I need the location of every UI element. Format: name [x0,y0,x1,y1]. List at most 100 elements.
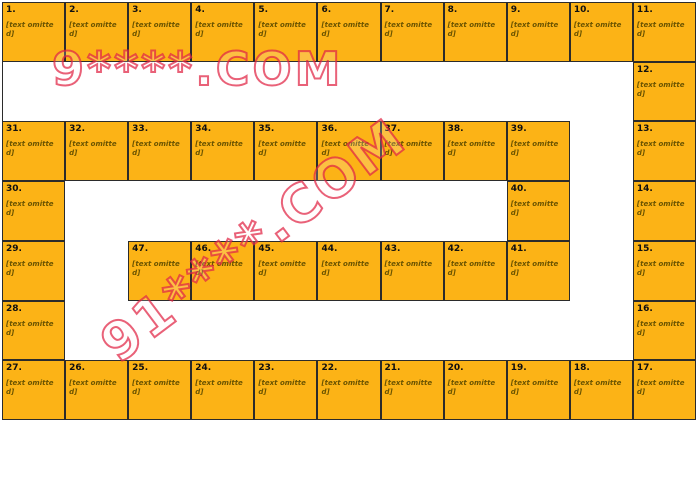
cell-number: 11. [636,5,653,15]
board-cell-14: 14. [text omitted] [632,181,696,241]
cell-number: 35. [258,124,275,135]
empty-cell [381,181,444,241]
board-cell-1: 1. [text omitted] [2,2,66,62]
cell-text-placeholder: [text omitted] [384,379,433,397]
cell-text-placeholder: [text omitted] [636,80,685,98]
cell-text-placeholder: [text omitted] [132,259,180,277]
cell-text-placeholder: [text omitted] [6,319,54,337]
cell-text-placeholder: [text omitted] [6,140,54,158]
game-board: 1. [text omitted] 2. [text omitted] 3. [text … [2,2,696,420]
cell-text-placeholder: [text omitted] [6,21,54,38]
cell-number: 6. [321,5,332,15]
cell-number: 17. [636,363,653,374]
cell-number: 8. [447,5,458,15]
board-cell-39: 39. [text omitted] [506,121,570,182]
empty-cell [381,301,444,361]
board-cell-15: 15. [text omitted] [632,240,696,301]
empty-cell [191,181,254,241]
cell-number: 27. [6,363,22,374]
cell-text-placeholder: [text omitted] [258,21,306,38]
cell-text-placeholder: [text omitted] [636,140,685,158]
empty-cell [507,62,570,122]
cell-number: 47. [132,243,149,254]
board-cell-29: 29. [text omitted] [2,240,66,301]
board-cell-6: 6. [text omitted] [317,2,381,62]
cell-number: 25. [132,363,149,374]
cell-text-placeholder: [text omitted] [636,200,685,218]
cell-text-placeholder: [text omitted] [258,140,306,158]
board-cell-42: 42. [text omitted] [443,240,507,301]
board-cell-32: 32. [text omitted] [65,121,129,182]
empty-cell [317,301,380,361]
empty-cell [65,62,128,122]
cell-number: 1. [6,5,16,15]
cell-number: 3. [132,5,142,15]
board-cell-7: 7. [text omitted] [380,2,444,62]
empty-cell [317,62,380,122]
board-cell-44: 44. [text omitted] [317,240,381,301]
cell-text-placeholder: [text omitted] [384,259,433,277]
board-cell-17: 17. [text omitted] [632,360,696,420]
board-cell-37: 37. [text omitted] [380,121,444,182]
cell-text-placeholder: [text omitted] [510,379,559,397]
cell-text-placeholder: [text omitted] [132,140,180,158]
empty-cell [570,62,633,122]
cell-number: 42. [447,243,464,254]
cell-text-placeholder: [text omitted] [321,140,369,158]
board-cell-10: 10. [text omitted] [569,2,633,62]
cell-number: 12. [636,64,653,75]
cell-number: 14. [636,184,653,195]
cell-number: 36. [321,124,338,135]
cell-number: 45. [258,243,275,254]
cell-text-placeholder: [text omitted] [510,21,559,38]
cell-number: 15. [636,243,653,254]
board-cell-11: 11. [text omitted] [632,2,696,62]
cell-text-placeholder: [text omitted] [132,21,180,38]
empty-cell [65,301,128,361]
cell-text-placeholder: [text omitted] [447,140,496,158]
board-cell-47: 47. [text omitted] [128,240,192,301]
cell-number: 19. [510,363,527,374]
board-cell-43: 43. [text omitted] [380,240,444,301]
board-cell-3: 3. [text omitted] [128,2,192,62]
empty-cell [570,181,633,241]
board-cell-26: 26. [text omitted] [65,360,129,420]
cell-number: 31. [6,124,22,135]
board-cell-25: 25. [text omitted] [128,360,192,420]
empty-cell [444,301,507,361]
board-cell-38: 38. [text omitted] [443,121,507,182]
board-cell-20: 20. [text omitted] [443,360,507,420]
board-cell-36: 36. [text omitted] [317,121,381,182]
cell-text-placeholder: [text omitted] [6,379,54,397]
cell-number: 33. [132,124,149,135]
cell-text-placeholder: [text omitted] [510,140,559,158]
cell-text-placeholder: [text omitted] [321,21,369,38]
cell-text-placeholder: [text omitted] [195,379,243,397]
empty-cell [381,62,444,122]
cell-number: 28. [6,303,22,314]
board-cell-30: 30. [text omitted] [2,181,66,241]
cell-number: 46. [195,243,212,254]
cell-number: 24. [195,363,212,374]
cell-text-placeholder: [text omitted] [636,21,685,38]
empty-cell [254,62,317,122]
board-cell-19: 19. [text omitted] [506,360,570,420]
cell-text-placeholder: [text omitted] [321,379,369,397]
empty-cell [2,61,65,122]
board-cell-31: 31. [text omitted] [2,121,66,182]
empty-cell [570,121,633,181]
cell-text-placeholder: [text omitted] [195,21,243,38]
cell-number: 21. [384,363,401,374]
cell-number: 32. [69,124,86,135]
empty-cell [317,181,380,241]
cell-text-placeholder: [text omitted] [636,319,685,337]
cell-number: 16. [636,303,653,314]
cell-number: 44. [321,243,338,254]
cell-text-placeholder: [text omitted] [195,140,243,158]
board-cell-8: 8. [text omitted] [443,2,507,62]
cell-number: 41. [510,243,527,254]
cell-number: 4. [195,5,205,15]
board-cell-2: 2. [text omitted] [65,2,129,62]
cell-text-placeholder: [text omitted] [636,259,685,277]
empty-cell [191,62,254,122]
